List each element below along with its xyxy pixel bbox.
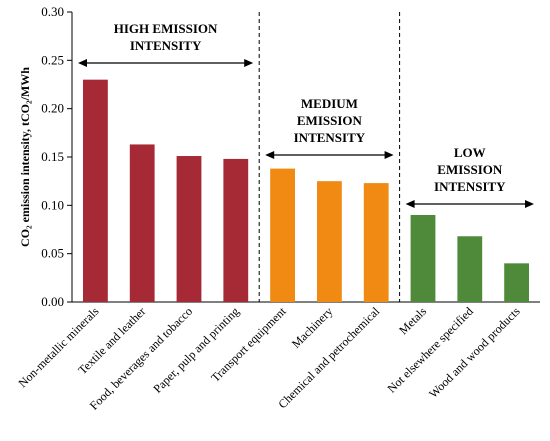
group-arrow-head-right: [244, 59, 254, 67]
x-tick-label: Metals: [396, 304, 429, 337]
y-tick-label: 0.20: [41, 101, 64, 116]
group-arrow-head-left: [265, 151, 275, 159]
bar: [504, 263, 530, 302]
group-arrow-head-right: [525, 200, 534, 208]
bar: [176, 156, 202, 302]
bar: [410, 215, 436, 302]
group-label: LOW: [454, 145, 486, 160]
group-arrow-head-right: [384, 151, 394, 159]
y-tick-label: 0.30: [41, 4, 64, 19]
y-tick-label: 0.15: [41, 149, 64, 164]
group-label: MEDIUM: [301, 96, 358, 111]
group-label: EMISSION: [437, 162, 503, 177]
group-label: INTENSITY: [130, 38, 202, 53]
x-tick-label: Paper, pulp and printing: [150, 304, 242, 396]
bar: [457, 236, 483, 302]
group-label: INTENSITY: [434, 179, 506, 194]
group-label: EMISSION: [297, 113, 363, 128]
bar: [223, 158, 249, 302]
bar: [363, 183, 389, 302]
group-arrow-head-left: [405, 200, 415, 208]
y-tick-label: 0.25: [41, 52, 64, 67]
y-tick-label: 0.05: [41, 246, 64, 261]
group-label: INTENSITY: [294, 130, 366, 145]
group-arrow-head-left: [78, 59, 87, 67]
x-tick-label: Non-metallic minerals: [16, 304, 102, 390]
bar: [316, 181, 342, 302]
y-tick-label: 0.10: [41, 197, 64, 212]
x-tick-label: Machinery: [289, 304, 336, 351]
y-axis-label: CO₂ emission intensity, tCO₂/MWh: [18, 67, 32, 247]
bar: [82, 79, 108, 303]
y-tick-label: 0.00: [41, 294, 64, 309]
bar: [129, 144, 155, 302]
x-tick-label: Wood and wood products: [426, 304, 523, 401]
x-tick-label: Not elsewhere specified: [384, 304, 475, 395]
group-label: HIGH EMISSION: [114, 21, 218, 36]
bar: [270, 168, 296, 302]
